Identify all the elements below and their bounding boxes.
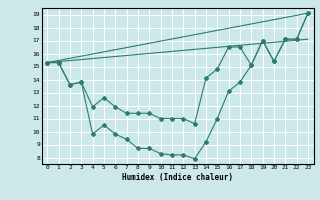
X-axis label: Humidex (Indice chaleur): Humidex (Indice chaleur): [122, 173, 233, 182]
